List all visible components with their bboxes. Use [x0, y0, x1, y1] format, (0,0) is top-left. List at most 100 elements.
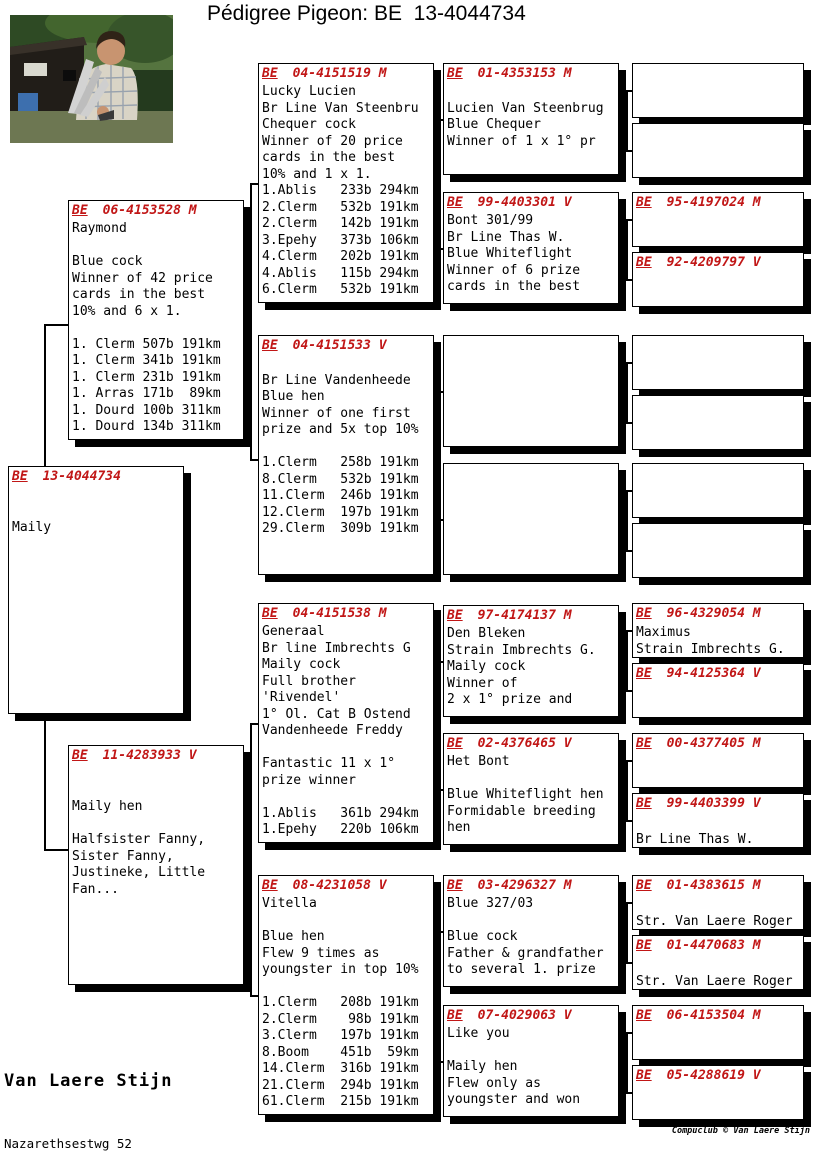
country-code: BE: [636, 255, 652, 270]
connector-line: [620, 661, 627, 663]
pigeon-details: Lucky Lucien Br Line Van Steenbru Cheque…: [262, 84, 419, 297]
connector-line: [626, 630, 634, 632]
connector-line: [626, 550, 634, 552]
connector-line: [437, 248, 445, 250]
country-code: BE: [636, 666, 652, 681]
ring-number: BE 05-4288619 V: [636, 1068, 761, 1083]
ring-number: BE 95-4197024 M: [636, 195, 761, 210]
country-code: BE: [72, 748, 88, 763]
connector-line: [437, 391, 445, 393]
country-code: BE: [262, 878, 278, 893]
box-gen3-2: BE 04-4151533 V Br Line Vandenheede Blue …: [258, 335, 434, 575]
connector-line: [620, 1061, 627, 1063]
pigeon-details: Like you Maily hen Flew only as youngste…: [447, 1026, 581, 1107]
connector-line: [432, 723, 439, 725]
ring-number: BE 02-4376465 V: [447, 736, 572, 751]
box-gen5-7: [632, 463, 804, 518]
box-gen5-9: BE 96-4329054 M Maximus Strain Imbrechts …: [632, 603, 804, 658]
country-code: BE: [636, 1008, 652, 1023]
connector-line: [626, 1032, 628, 1094]
ring-number: BE 01-4470683 M: [636, 938, 761, 953]
ring-number: [636, 526, 800, 544]
ring-number: BE 04-4151519 M: [262, 66, 387, 81]
connector-line: [250, 723, 260, 725]
box-gen5-13: BE 01-4383615 M Str. Van Laere Roger: [632, 875, 804, 930]
country-code: BE: [636, 1068, 652, 1083]
ring-number: BE 11-4283933 V: [72, 748, 197, 763]
country-code: BE: [447, 1008, 463, 1023]
box-gen3-4: BE 08-4231058 V Vitella Blue hen Flew 9 t…: [258, 875, 434, 1115]
ring-number: BE 04-4151538 M: [262, 606, 387, 621]
ring-number: BE 99-4403301 V: [447, 195, 572, 210]
pigeon-details: Maily: [12, 520, 52, 535]
owner-block: Van Laere Stijn Nazarethsestwg 52 9770 K…: [4, 1033, 298, 1172]
ring-number: [636, 126, 800, 144]
connector-line: [620, 789, 627, 791]
connector-line: [432, 183, 439, 185]
country-code: BE: [636, 796, 652, 811]
connector-line: [626, 362, 628, 424]
connector-line: [437, 1061, 445, 1063]
box-gen5-11: BE 00-4377405 M: [632, 733, 804, 788]
country-code: BE: [447, 736, 463, 751]
box-gen5-2: [632, 123, 804, 178]
pigeon-details: Maily hen Halfsister Fanny, Sister Fanny…: [72, 799, 206, 897]
ring-number: BE 99-4403399 V: [636, 796, 761, 811]
connector-line: [626, 902, 634, 904]
country-code: BE: [447, 878, 463, 893]
connector-line: [626, 760, 628, 822]
owner-name: Van Laere Stijn: [4, 1071, 173, 1091]
box-gen4-7: BE 03-4296327 M Blue 327/03 Blue cock Fat…: [443, 875, 619, 987]
connector-line: [626, 1092, 634, 1094]
pigeon-details: Den Bleken Strain Imbrechts G. Maily coc…: [447, 626, 596, 707]
box-gen4-6: BE 02-4376465 V Het Bont Blue Whiteflight…: [443, 733, 619, 845]
connector-line: [437, 661, 439, 791]
connector-line: [626, 1032, 634, 1034]
ring-number: BE 01-4353153 M: [447, 66, 572, 81]
connector-line: [243, 319, 252, 321]
box-gen4-3: [443, 335, 619, 447]
box-gen4-4: [443, 463, 619, 575]
country-code: BE: [636, 938, 652, 953]
pigeon-details: Het Bont Blue Whiteflight hen Formidable…: [447, 754, 604, 835]
pigeon-details: Lucien Van Steenbrug Blue Chequer Winner…: [447, 100, 604, 149]
ring-number: BE 08-4231058 V: [262, 878, 387, 893]
ring-number: BE 94-4125364 V: [636, 666, 761, 681]
connector-line: [44, 324, 70, 326]
country-code: BE: [636, 195, 652, 210]
box-gen5-4: BE 92-4209797 V: [632, 252, 804, 307]
box-gen5-10: BE 94-4125364 V: [632, 663, 804, 718]
connector-line: [437, 789, 445, 791]
connector-line: [250, 183, 252, 461]
pigeon-details: Br Line Thas W.: [636, 832, 754, 847]
fancier-photo: [10, 15, 173, 143]
connector-line: [626, 490, 628, 552]
connector-line: [620, 119, 627, 121]
ring-number: BE 04-4151533 V: [262, 338, 387, 353]
ring-number: [636, 66, 800, 84]
box-gen4-1: BE 01-4353153 M Lucien Van Steenbrug Blue…: [443, 63, 619, 175]
connector-line: [243, 864, 252, 866]
country-code: BE: [636, 736, 652, 751]
box-gen5-1: [632, 63, 804, 118]
box-sire: BE 06-4153528 M Raymond Blue cock Winner …: [68, 200, 244, 440]
connector-line: [626, 690, 634, 692]
page-title: Pédigree Pigeon: BE 13-4044734: [207, 2, 526, 25]
box-gen4-5: BE 97-4174137 M Den Bleken Strain Imbrech…: [443, 605, 619, 717]
ring-number: BE 06-4153504 M: [636, 1008, 761, 1023]
pigeon-details: Vitella Blue hen Flew 9 times as youngst…: [262, 896, 419, 1109]
connector-line: [620, 519, 627, 521]
connector-line: [437, 931, 445, 933]
country-code: BE: [262, 66, 278, 81]
country-code: BE: [12, 469, 28, 484]
connector-line: [626, 150, 634, 152]
pigeon-details: Bont 301/99 Br Line Thas W. Blue Whitefl…: [447, 213, 581, 294]
country-code: BE: [447, 195, 463, 210]
connector-line: [250, 995, 260, 997]
box-gen5-6: [632, 395, 804, 450]
connector-line: [250, 459, 260, 461]
connector-line: [626, 630, 628, 692]
country-code: BE: [262, 606, 278, 621]
connector-line: [437, 519, 445, 521]
